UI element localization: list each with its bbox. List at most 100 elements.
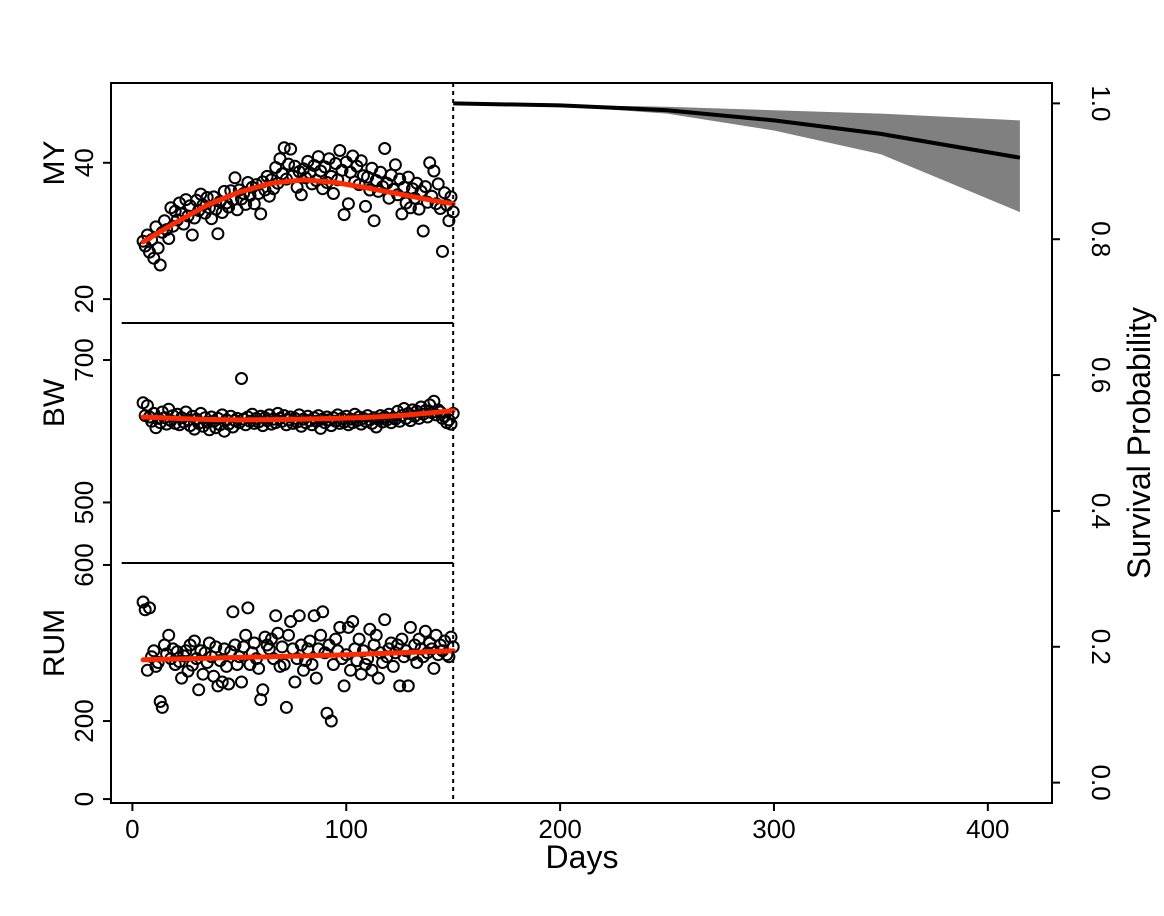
data-point-rum: [378, 613, 392, 627]
x-tick-label: 300: [752, 814, 795, 844]
data-point-rum: [337, 679, 351, 693]
data-point-my: [418, 180, 432, 194]
data-point-rum: [222, 677, 236, 691]
data-point-my: [153, 258, 167, 272]
data-point-my: [367, 214, 381, 228]
data-point-my: [277, 141, 291, 155]
data-point-my: [151, 241, 165, 255]
data-point-rum: [269, 609, 283, 623]
fit-curves-layer: [140, 177, 456, 663]
survival-curve: [453, 101, 1021, 160]
data-point-my: [326, 187, 340, 200]
right-y-tick-label: 0.8: [1086, 221, 1116, 257]
data-point-rum: [284, 615, 298, 628]
right-y-tick-label: 0.2: [1086, 629, 1116, 665]
data-point-rum: [309, 671, 323, 685]
data-point-my: [282, 157, 295, 171]
data-point-rum: [326, 658, 340, 671]
fit-curve-my: [140, 177, 456, 245]
x-tick-label: 100: [325, 814, 368, 844]
data-point-rum: [192, 683, 206, 697]
data-point-rum: [147, 644, 161, 658]
y-tick-label-rum: 200: [69, 699, 99, 742]
y-tick-label-rum: 0: [69, 792, 99, 806]
x-tick-label: 400: [966, 814, 1009, 844]
data-point-rum: [393, 679, 407, 693]
right-axis-title: Survival Probability: [1121, 307, 1157, 579]
y-tick-label-bw: 700: [69, 338, 99, 381]
data-point-rum: [155, 700, 169, 714]
data-point-rum: [258, 630, 272, 644]
data-point-rum: [187, 634, 201, 648]
data-point-my: [284, 142, 298, 156]
data-point-rum: [143, 601, 156, 615]
x-tick-label: 0: [125, 814, 139, 844]
data-point-my: [378, 142, 392, 155]
survival-curve-layer: [453, 101, 1021, 160]
data-point-my: [333, 144, 347, 157]
data-point-rum: [277, 658, 291, 671]
data-point-rum: [162, 628, 176, 642]
data-point-rum: [252, 661, 266, 675]
panel-label-bw: BW: [38, 378, 71, 427]
data-point-rum: [438, 634, 452, 648]
data-point-my: [438, 186, 452, 200]
y-tick-label-my: 40: [69, 148, 99, 177]
data-point-rum: [153, 695, 167, 708]
y-tick-label-bw: 500: [69, 481, 99, 524]
data-point-my: [337, 208, 351, 222]
data-point-my: [341, 197, 355, 211]
data-point-rum: [241, 601, 255, 615]
data-point-my: [254, 207, 268, 221]
data-point-rum: [344, 663, 357, 677]
data-point-rum: [288, 675, 302, 689]
data-point-rum: [386, 659, 400, 673]
data-point-my: [359, 199, 372, 213]
axes-layer: [110, 82, 1053, 804]
right-y-tick-label: 0.6: [1086, 357, 1116, 393]
data-point-my: [185, 228, 199, 242]
data-point-rum: [346, 615, 360, 628]
data-point-rum: [247, 636, 261, 650]
fit-curve-bw: [140, 408, 456, 423]
data-point-rum: [316, 605, 330, 619]
data-point-rum: [235, 675, 248, 689]
data-point-rum: [202, 636, 216, 650]
data-point-rum: [369, 628, 383, 642]
data-point-rum: [256, 683, 270, 697]
data-point-my: [211, 227, 225, 241]
y-tick-label-my: 20: [69, 285, 99, 314]
data-point-rum: [279, 700, 293, 714]
data-point-rum: [292, 609, 306, 623]
panel-label-my: MY: [38, 141, 71, 186]
right-y-tick-label: 1.0: [1086, 85, 1116, 121]
data-point-my: [354, 154, 368, 168]
data-point-rum: [395, 632, 409, 646]
data-point-rum: [226, 605, 240, 619]
data-point-my: [427, 164, 441, 178]
data-point-bw: [290, 415, 304, 429]
data-point-my: [401, 170, 415, 184]
data-point-my: [412, 202, 426, 216]
data-point-rum: [365, 663, 379, 677]
data-point-rum: [217, 642, 231, 656]
data-point-my: [388, 158, 402, 172]
panel-separator-layer: [121, 322, 454, 564]
y-tick-label-rum: 600: [69, 543, 99, 586]
x-axis-title: Days: [546, 839, 619, 875]
right-y-tick-label: 0.4: [1086, 493, 1116, 529]
data-point-rum: [282, 628, 295, 642]
data-point-bw: [235, 372, 248, 385]
survival-band-layer: [453, 103, 1020, 213]
fit-curve-rum: [140, 648, 456, 663]
x-tick-label: 200: [538, 814, 581, 844]
data-point-my: [431, 177, 445, 191]
data-point-rum: [239, 628, 253, 642]
data-point-my: [436, 244, 449, 258]
panel-label-rum: RUM: [38, 609, 71, 677]
data-point-my: [395, 207, 409, 221]
data-point-rum: [333, 620, 347, 634]
data-point-my: [416, 224, 430, 238]
